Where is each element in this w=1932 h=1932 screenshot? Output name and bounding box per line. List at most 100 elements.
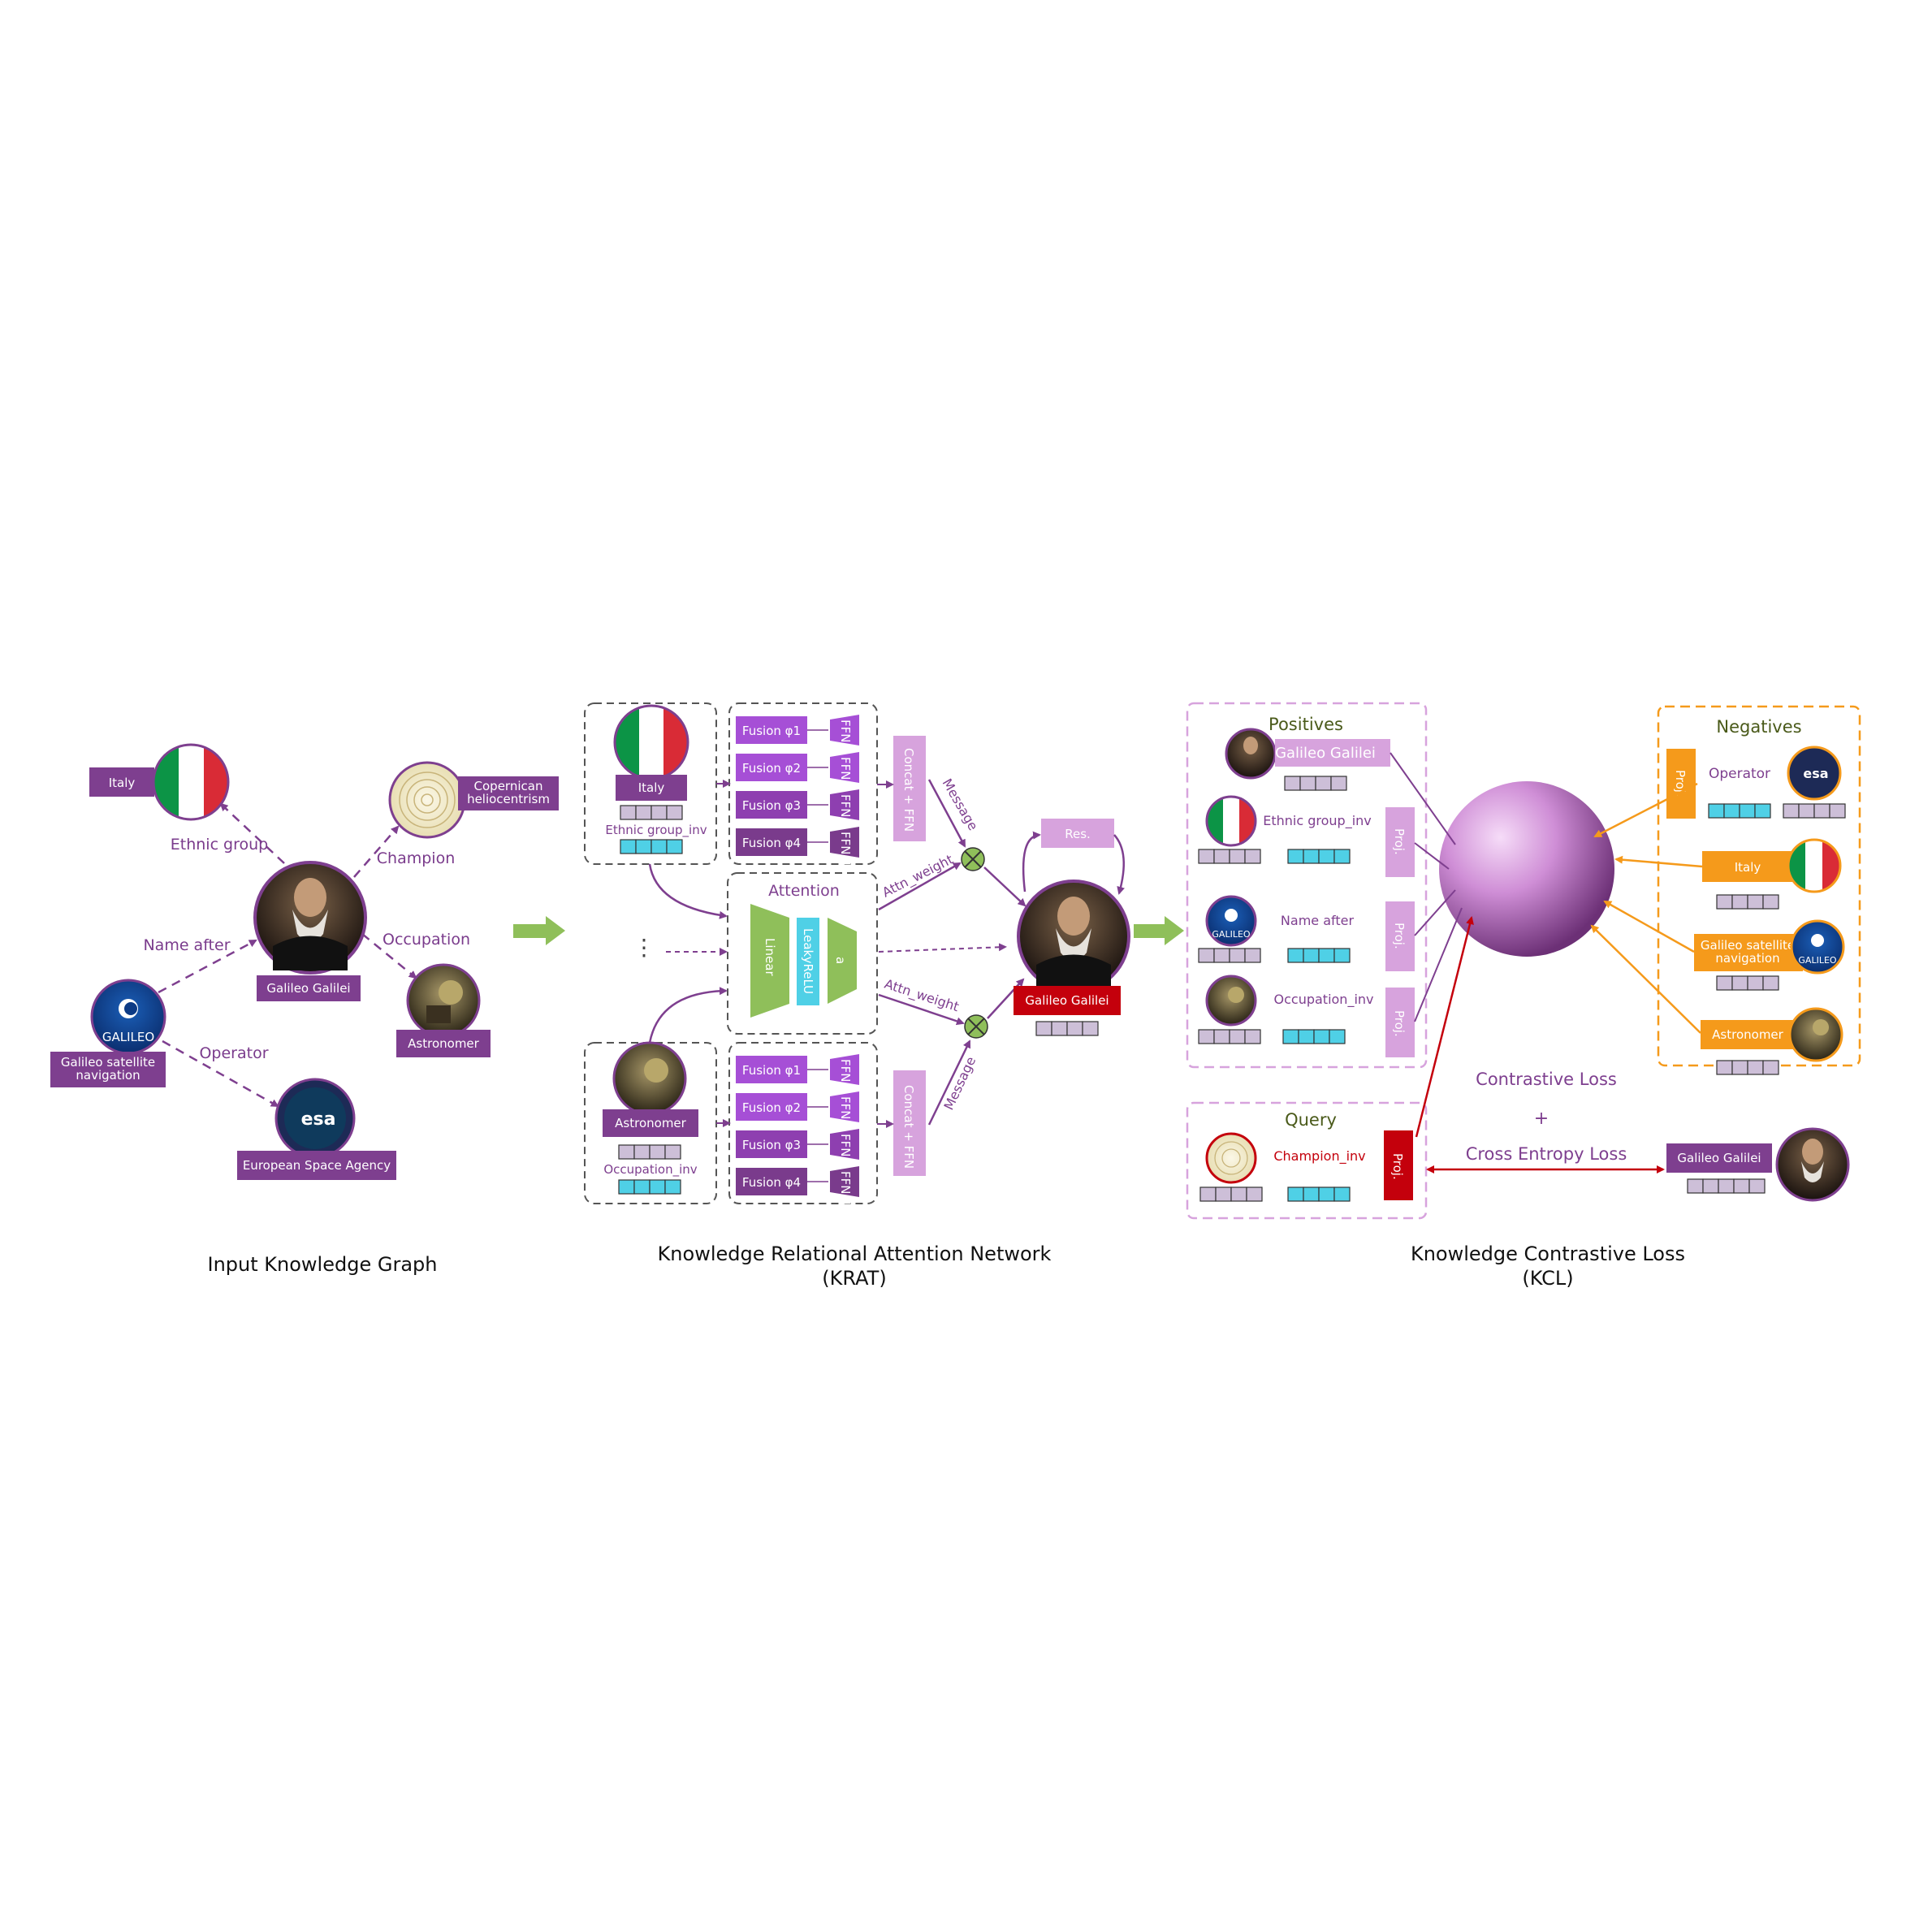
embedding-cell bbox=[1066, 1021, 1083, 1036]
embedding-cell bbox=[1333, 849, 1351, 864]
label-astronomer-krat: Astronomer bbox=[615, 1116, 686, 1130]
a-block bbox=[828, 918, 857, 1004]
embedding-cell bbox=[1303, 1186, 1320, 1202]
label-target: Galileo Galilei bbox=[1677, 1151, 1761, 1165]
svg-text:esa: esa bbox=[301, 1109, 336, 1130]
embedding-cell bbox=[1718, 1178, 1735, 1194]
edge-attention-to-output bbox=[878, 943, 1007, 953]
embedding-cell bbox=[1783, 803, 1800, 819]
embedding-cell bbox=[1313, 1029, 1330, 1044]
embedding-cell bbox=[1213, 849, 1230, 864]
edge-res-out bbox=[1113, 834, 1125, 895]
edge-pos-ethnic-sphere bbox=[1414, 842, 1450, 870]
svg-text:GALILEO: GALILEO bbox=[1798, 955, 1837, 966]
edge-attn-weight-bottom bbox=[878, 993, 965, 1026]
edge-query-sphere bbox=[1415, 916, 1474, 1138]
embedding-cell bbox=[1199, 1186, 1217, 1202]
label-fusion: Fusion φ2 bbox=[742, 761, 801, 776]
edge-top-to-attention bbox=[648, 863, 728, 919]
label-query: Query bbox=[1285, 1110, 1337, 1130]
label-neg-italy: Italy bbox=[1735, 860, 1761, 875]
label-box-neg-astronomer bbox=[1701, 1020, 1796, 1049]
label-galileo: Galileo Galilei bbox=[266, 981, 350, 996]
label-proj-occupation: Proj. bbox=[1392, 1010, 1407, 1037]
label-plus: + bbox=[1534, 1109, 1549, 1129]
embedding-cell bbox=[1287, 948, 1304, 963]
edge-pos-occupation-sphere bbox=[1414, 907, 1463, 1022]
embedding-cell bbox=[1287, 849, 1304, 864]
caption-krat-2: (KRAT) bbox=[822, 1267, 886, 1290]
embedding-vector bbox=[1287, 948, 1351, 963]
label-box-target bbox=[1666, 1143, 1772, 1173]
embedding-cell bbox=[666, 839, 683, 854]
embedding-cell bbox=[1731, 975, 1748, 991]
embedding-cell bbox=[1299, 776, 1316, 791]
embedding-vector bbox=[1287, 1186, 1351, 1202]
embedding-cell bbox=[1198, 849, 1215, 864]
linear-block bbox=[750, 904, 789, 1018]
label-box-italy-krat bbox=[616, 775, 687, 801]
label-positives: Positives bbox=[1269, 715, 1343, 734]
positives-box bbox=[1186, 702, 1428, 1069]
multiply-node-top bbox=[961, 847, 985, 871]
embedding-cell bbox=[1329, 1029, 1346, 1044]
embedding-cell bbox=[1716, 975, 1733, 991]
svg-text:esa: esa bbox=[1803, 766, 1828, 781]
embedding-cell bbox=[1762, 1060, 1779, 1075]
kcl-section: Positives Galileo Galilei Ethnic group_i… bbox=[1186, 702, 1861, 1290]
label-ethnic-group-inv: Ethnic group_inv bbox=[605, 823, 707, 838]
input-graph: Ethnic group Champion Name after Occupat… bbox=[50, 743, 559, 1276]
caption-krat-1: Knowledge Relational Attention Network bbox=[658, 1243, 1052, 1265]
label-box-esa bbox=[237, 1151, 396, 1180]
res-box bbox=[1041, 819, 1114, 848]
label-astronomer: Astronomer bbox=[408, 1036, 479, 1051]
edge-ethnic-group bbox=[219, 802, 285, 864]
embedding-vector bbox=[1282, 1029, 1346, 1044]
label-pos-occupation: Occupation_inv bbox=[1274, 992, 1374, 1008]
ffn-block bbox=[830, 715, 859, 746]
edge-pos-galileo-sphere bbox=[1390, 752, 1456, 845]
fusion-block bbox=[736, 754, 807, 781]
label-fusion: Fusion φ4 bbox=[742, 1175, 801, 1190]
label-box-astronomer bbox=[396, 1030, 491, 1057]
label-box-pos-galileo bbox=[1275, 739, 1390, 767]
label-fusion: Fusion φ2 bbox=[742, 1100, 801, 1115]
embedding-cell bbox=[620, 805, 637, 820]
embedding-cell bbox=[1318, 1186, 1335, 1202]
embedding-cell bbox=[1333, 948, 1351, 963]
embedding-cell bbox=[1733, 1178, 1750, 1194]
embedding-cell bbox=[1762, 975, 1779, 991]
edge-label-ethnic-group: Ethnic group bbox=[171, 836, 269, 854]
node-galileo-output-portrait bbox=[1017, 880, 1130, 993]
embedding-cell bbox=[1702, 1178, 1719, 1194]
embedding-cell bbox=[1215, 1186, 1232, 1202]
edge-label-champion: Champion bbox=[377, 849, 455, 867]
label-box-neg-italy bbox=[1702, 851, 1793, 882]
embedding-cell bbox=[1747, 975, 1764, 991]
galileo-logo-icon: GALILEO bbox=[90, 979, 166, 1055]
ffn-block bbox=[830, 1091, 859, 1122]
label-neg-operator: Operator bbox=[1709, 766, 1770, 782]
edge-champion bbox=[353, 825, 400, 878]
astronomer-painting-icon bbox=[1205, 975, 1257, 1027]
flow-arrow-1 bbox=[513, 916, 565, 945]
label-ffn: FFN 3 bbox=[838, 1134, 853, 1169]
concat-ffn-bottom bbox=[893, 1070, 926, 1176]
edge-res-in bbox=[1022, 831, 1041, 893]
embedding-cell bbox=[1798, 803, 1815, 819]
label-contrastive-loss: Contrastive Loss bbox=[1476, 1070, 1617, 1089]
label-neg-astronomer: Astronomer bbox=[1712, 1027, 1783, 1042]
copernican-diagram-icon bbox=[388, 761, 466, 839]
edge-bottom-to-attention bbox=[648, 987, 728, 1044]
embedding-cell bbox=[618, 1179, 635, 1195]
embedding-vector bbox=[1035, 1021, 1099, 1036]
embedding-vector bbox=[1199, 1186, 1263, 1202]
edge-message-bottom bbox=[927, 1039, 971, 1126]
svg-text:GALILEO: GALILEO bbox=[102, 1030, 154, 1044]
embedding-cell bbox=[1051, 1021, 1068, 1036]
edge-pos-name-sphere bbox=[1414, 889, 1456, 936]
label-linear: Linear bbox=[763, 938, 777, 976]
embedding-cell bbox=[1287, 1186, 1304, 1202]
embedding-cell bbox=[1731, 894, 1748, 910]
